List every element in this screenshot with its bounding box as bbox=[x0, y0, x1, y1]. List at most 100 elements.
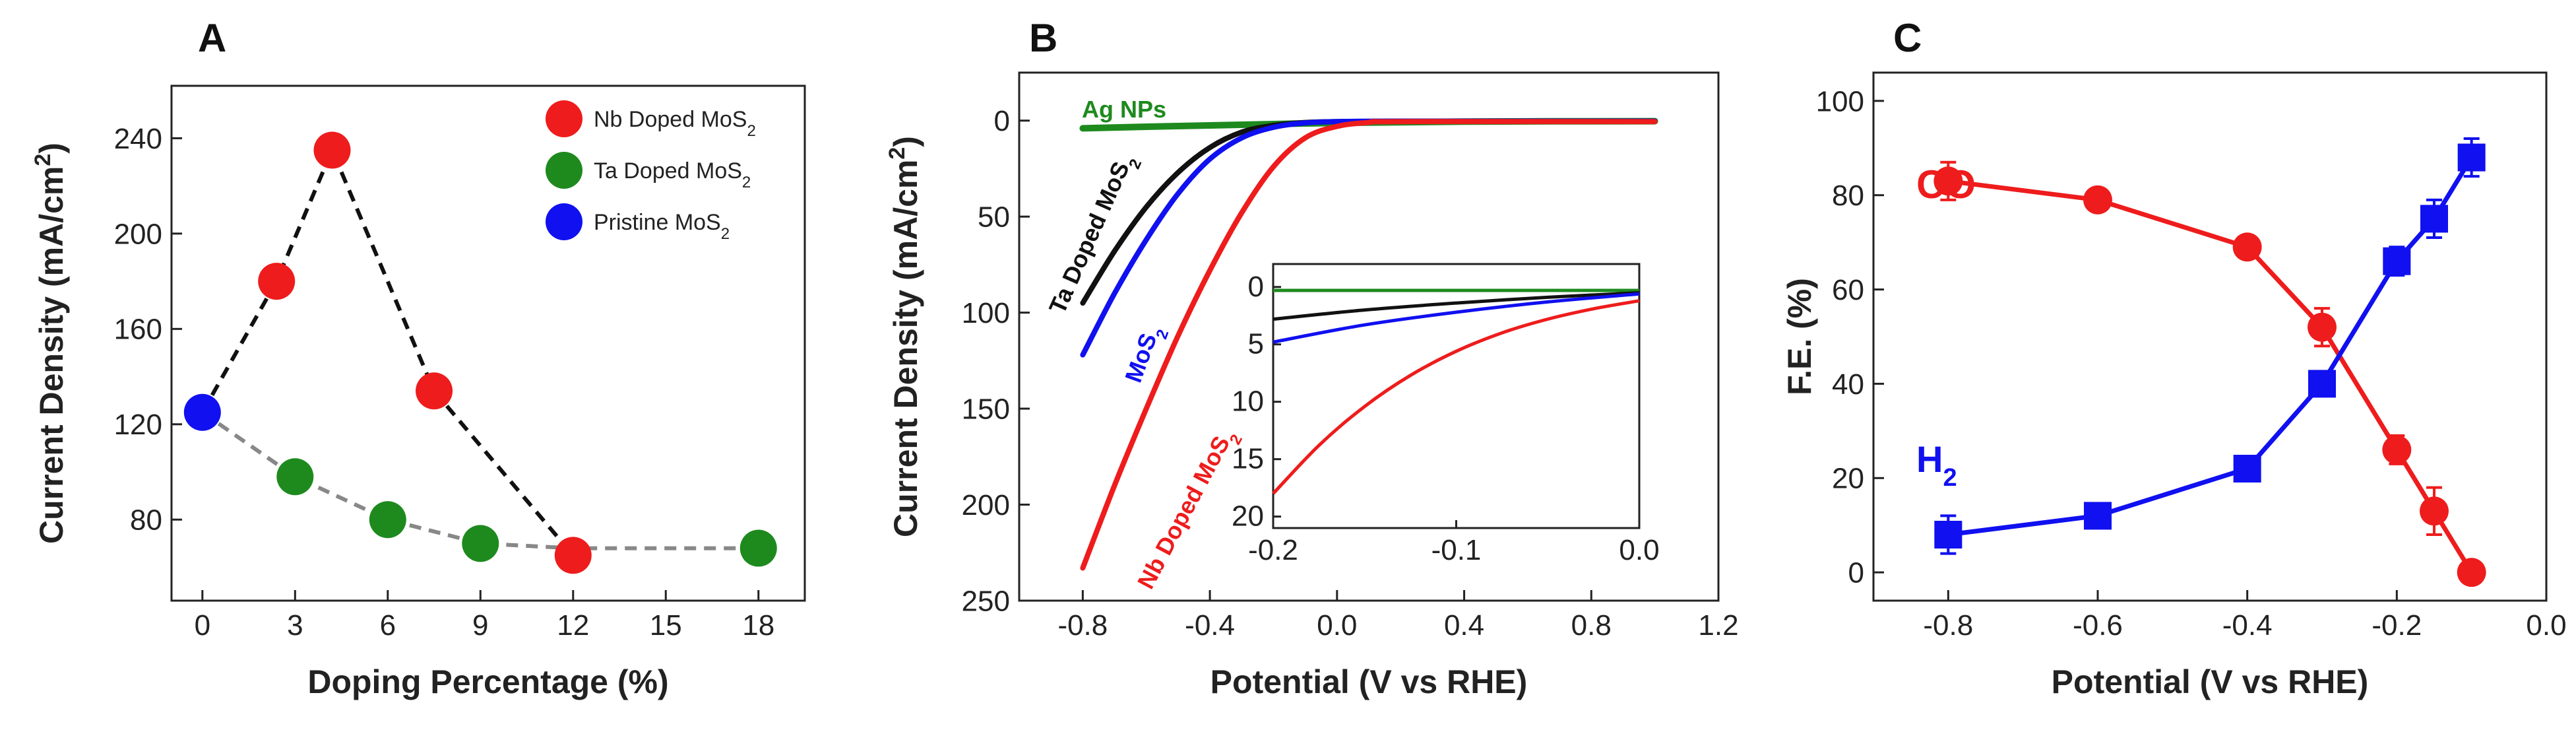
panel-b-inset-y-tick-label: 5 bbox=[1248, 328, 1264, 360]
panel-a-point-nb-doped-mos2 bbox=[258, 263, 296, 300]
panel-c-y-axis-label: F.E. (%) bbox=[1781, 278, 1818, 395]
panel-c-plot-frame bbox=[1872, 71, 2548, 602]
panel-c-x-tick-label: -0.4 bbox=[2222, 609, 2273, 642]
panel-b-y-tick-label: 50 bbox=[978, 201, 1010, 234]
panel-c-y-tick-label: 60 bbox=[1832, 274, 1864, 306]
panel-c-x-tick-label: -0.2 bbox=[2372, 609, 2422, 642]
panel-c-line-co bbox=[1947, 178, 2474, 574]
panel-b-label-nb-doped-mos2: Nb Doped MoS2 bbox=[1132, 424, 1246, 597]
panel-a-point-pristine-mos2 bbox=[183, 393, 221, 431]
panel-c-point-h2 bbox=[2457, 143, 2486, 172]
panel-a-x-tick-label: 3 bbox=[287, 609, 303, 642]
panel-c-x-tick-label: -0.8 bbox=[1923, 609, 1973, 642]
panel-a-point-ta-doped-mos2 bbox=[462, 525, 499, 562]
panel-a-legend-label-nb-doped-mos2-subscript: 2 bbox=[747, 122, 755, 140]
panel-c-point-h2 bbox=[2233, 455, 2261, 482]
panel-b-x-tick-label: 0.4 bbox=[1444, 609, 1484, 642]
panel-a-x-tick-label: 18 bbox=[742, 609, 774, 642]
panel-b-inset-x-tick-label: 0.0 bbox=[1619, 534, 1659, 566]
panel-a-legend-label-pristine-mos2-subscript: 2 bbox=[721, 225, 730, 243]
panel-b-plot-frame bbox=[1018, 71, 1720, 602]
panel-b-inset-y-tick-label: 15 bbox=[1232, 443, 1264, 475]
panel-a-x-axis-label: Doping Percentage (%) bbox=[307, 663, 668, 700]
panel-b-x-tick-label: 1.2 bbox=[1698, 609, 1738, 642]
panel-label-c: C bbox=[1893, 16, 1922, 60]
panel-a-x-tick-label: 6 bbox=[380, 609, 396, 642]
panel-a-chart: 0 3 6 9 12 15 18 80 120 160 200 240 Nb Doped MoS2 Ta… bbox=[30, 84, 806, 700]
panel-c-y-tick-label: 0 bbox=[1848, 557, 1864, 589]
panel-a-legend: Nb Doped MoS2 Ta Doped MoS2 Pristine MoS2 bbox=[546, 100, 756, 243]
panel-b-y-tick-label: 0 bbox=[994, 105, 1010, 137]
panel-c-point-h2 bbox=[1934, 521, 1963, 549]
panel-a-y-tick-label: 200 bbox=[114, 218, 162, 250]
panel-b-y-axis-label: Current Density (mA/cm2) bbox=[885, 136, 924, 537]
panel-c-point-co bbox=[2232, 232, 2262, 262]
panel-c-point-h2 bbox=[2308, 370, 2336, 398]
panel-b-inset-y-tick-label: 20 bbox=[1232, 500, 1264, 533]
panel-c-x-axis-label: Potential (V vs RHE) bbox=[2052, 663, 2369, 700]
panel-b-y-tick-label: 100 bbox=[962, 297, 1010, 329]
panel-a-point-ta-doped-mos2 bbox=[739, 529, 777, 567]
panel-a-y-tick-label: 160 bbox=[114, 314, 162, 346]
panel-a-point-ta-doped-mos2 bbox=[276, 458, 314, 496]
panel-b-inset-curve-nb-doped-mos2 bbox=[1272, 299, 1640, 495]
panel-b-label-mos2-subscript: 2 bbox=[1152, 327, 1172, 341]
panel-c-point-co bbox=[2457, 558, 2486, 587]
panel-b-y-tick-label: 250 bbox=[962, 585, 1010, 617]
panel-c-point-co bbox=[2420, 496, 2449, 526]
panel-label-a: A bbox=[198, 16, 226, 60]
panel-b-inset-curve-mos2 bbox=[1272, 292, 1640, 344]
panel-c-label-h2: H2 bbox=[1916, 438, 1957, 492]
panel-b-inset-curve-ta-doped-mos2 bbox=[1272, 291, 1640, 321]
panel-c-label-co: CO bbox=[1916, 162, 1976, 207]
panel-b-x-tick-label: -0.4 bbox=[1185, 609, 1235, 642]
panel-c-point-h2 bbox=[2383, 247, 2411, 275]
panel-a-point-ta-doped-mos2 bbox=[369, 501, 406, 539]
panel-b-label-mos2: MoS2 bbox=[1119, 321, 1172, 389]
panel-c-point-h2 bbox=[2420, 205, 2448, 233]
panel-c-point-co bbox=[2382, 435, 2412, 465]
panel-b-y-tick-label: 200 bbox=[962, 489, 1010, 521]
panel-a-y-axis-label: Current Density (mA/cm2) bbox=[30, 143, 70, 544]
panel-b-x-tick-label: 0.8 bbox=[1571, 609, 1612, 642]
panel-c-point-co bbox=[1933, 166, 1963, 196]
panel-a-dashed-trend-1 bbox=[201, 145, 575, 557]
panel-a-legend-label-ta-doped-mos2: Ta Doped MoS2 bbox=[594, 158, 751, 191]
panel-b-x-axis-label: Potential (V vs RHE) bbox=[1210, 663, 1528, 700]
panel-a-plot-frame bbox=[170, 84, 806, 602]
panel-c-point-co bbox=[2308, 312, 2337, 342]
panel-c-x-tick-label: -0.6 bbox=[2073, 609, 2123, 642]
panel-c-y-tick-label: 40 bbox=[1832, 368, 1864, 401]
panel-b-x-tick-label: 0.0 bbox=[1317, 609, 1357, 642]
panel-b-inset-x-tick-label: -0.1 bbox=[1431, 534, 1482, 566]
panel-c-y-tick-label: 20 bbox=[1832, 463, 1864, 495]
panel-c-y-tick-label: 100 bbox=[1816, 85, 1864, 117]
panel-a-legend-marker-nb-doped-mos2 bbox=[546, 100, 582, 137]
panel-a-y-tick-label: 240 bbox=[114, 123, 162, 155]
panel-a-y-tick-label: 80 bbox=[130, 504, 162, 537]
panel-a-legend-marker-pristine-mos2 bbox=[546, 203, 582, 240]
panel-c-y-tick-label: 80 bbox=[1832, 180, 1864, 212]
panel-a-point-nb-doped-mos2 bbox=[554, 537, 592, 574]
panel-c-chart: -0.8 -0.6 -0.4 -0.2 0.0 0 20 40 60 80 100 CO H2 Pot… bbox=[1781, 71, 2567, 700]
panel-a-x-tick-label: 0 bbox=[195, 609, 210, 642]
panel-b-label-ta-doped-mos2-subscript: 2 bbox=[1125, 156, 1145, 172]
panel-c-point-h2 bbox=[2084, 502, 2112, 530]
panel-b-y-tick-label: 150 bbox=[962, 393, 1010, 425]
panel-b-label-ta-doped-mos2: Ta Doped MoS2 bbox=[1044, 149, 1145, 321]
panel-b-curve-nb-doped-mos2 bbox=[1080, 119, 1658, 571]
panel-a-dashed-trend-2 bbox=[201, 411, 759, 550]
panel-a-point-nb-doped-mos2 bbox=[313, 131, 351, 169]
panel-b-inset-y-tick-label: 0 bbox=[1248, 271, 1264, 303]
panel-c-x-tick-label: 0.0 bbox=[2526, 609, 2566, 642]
panel-a-y-tick-label: 120 bbox=[114, 409, 162, 441]
panel-a-x-tick-label: 9 bbox=[472, 609, 488, 642]
panel-b-inset-y-tick-label: 10 bbox=[1232, 385, 1264, 418]
panel-b-inset: -0.2 -0.1 0.0 0 5 10 15 20 bbox=[1232, 263, 1660, 566]
panel-c-line-h2 bbox=[1947, 156, 2474, 537]
panel-label-b: B bbox=[1029, 16, 1057, 60]
panel-b-label-ag-nps: Ag NPs bbox=[1082, 96, 1166, 123]
panel-a-x-tick-label: 12 bbox=[557, 609, 589, 642]
